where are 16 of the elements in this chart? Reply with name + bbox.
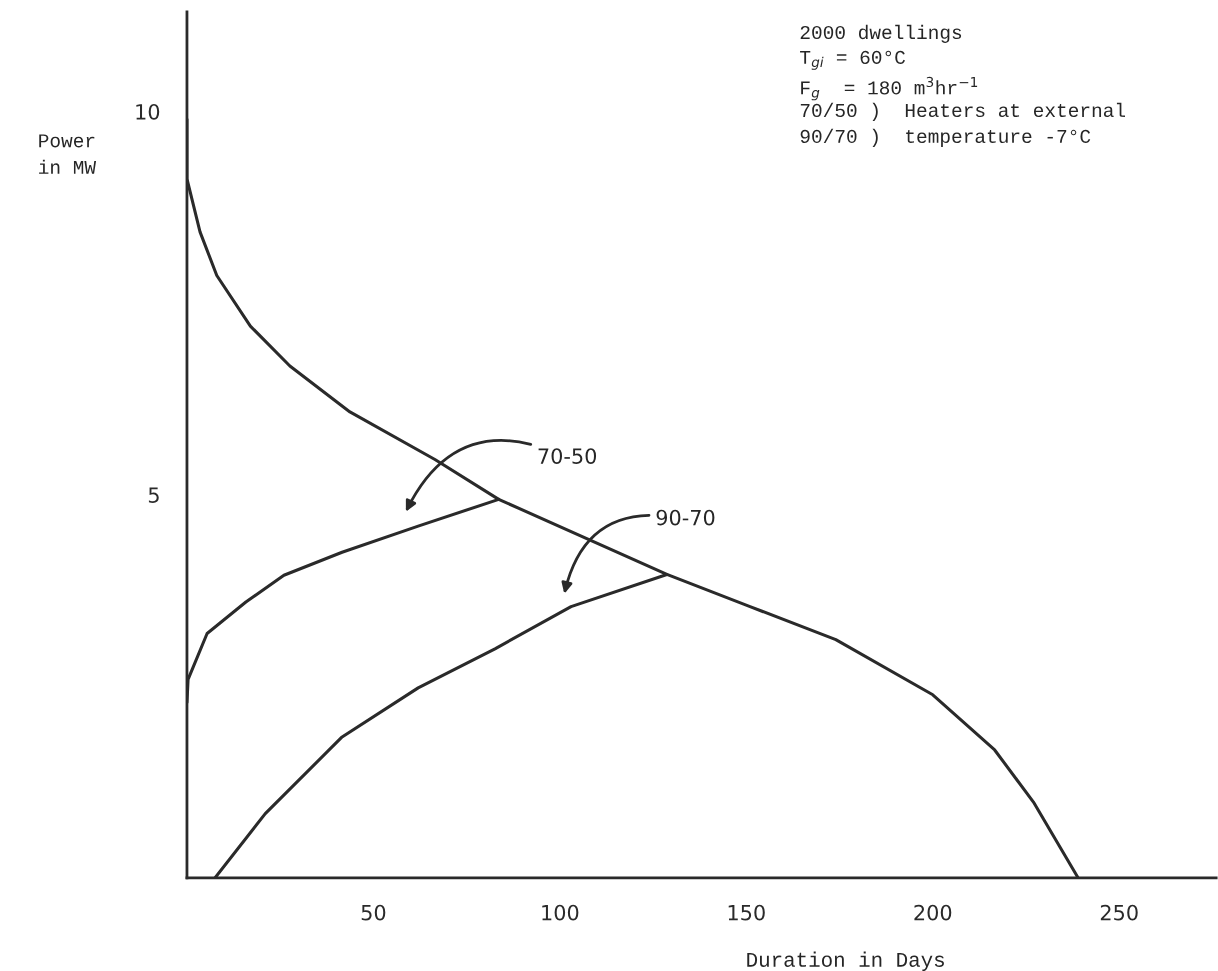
text: F$_{g}$ = 180 m$^{3}$hr$^{−1}$	[801, 76, 978, 101]
annotation: 70/50 ) Heaters at external	[800, 102, 1125, 121]
x-tick-label: 50	[361, 904, 386, 921]
annotation: 90/70 ) temperature -7°C	[800, 128, 1091, 147]
x-tick-label: 150	[728, 904, 765, 921]
y-axis-title: Power in MW	[39, 134, 97, 174]
y-tick-label: 5	[148, 487, 159, 503]
y-tick-label: 10	[136, 103, 160, 120]
annotation: 90-70	[656, 509, 715, 526]
annotation: 70-50	[538, 448, 597, 464]
x-axis-title: Duration in Days	[747, 951, 944, 971]
annotation: T$_{gi}$ = 60°C	[800, 50, 906, 70]
annotation: 2000 dwellings	[800, 24, 962, 43]
x-tick-label: 100	[542, 904, 579, 921]
x-tick-label: 200	[914, 904, 952, 921]
x-tick-label: 250	[1100, 904, 1138, 921]
